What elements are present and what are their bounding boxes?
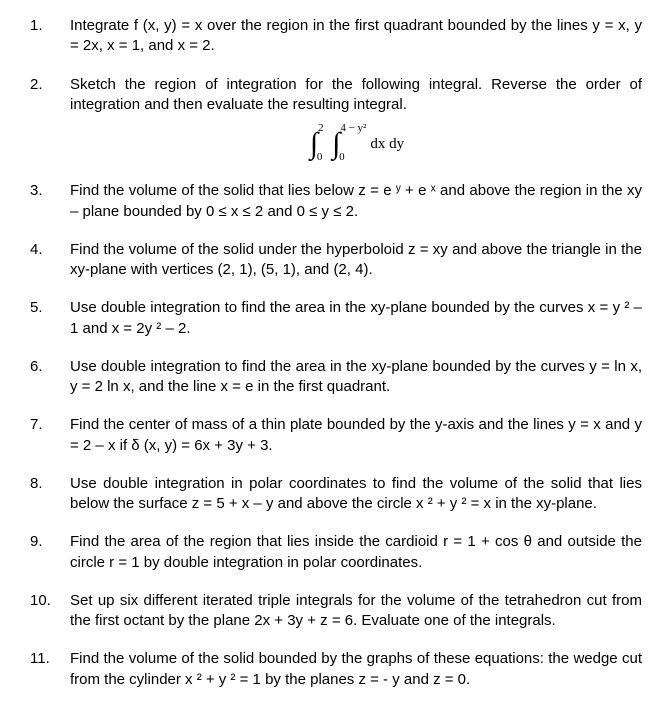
problem-number: 6. [28,357,70,398]
problem-text: Find the center of mass of a thin plate … [70,415,642,456]
problem-number: 11. [28,649,70,690]
problem-number: 1. [28,16,70,57]
problem-body: Find the volume of the solid under the h… [70,240,642,281]
integrand: dx dy [370,134,404,154]
problem-number: 4. [28,240,70,281]
problem-body: Find the area of the region that lies in… [70,532,642,573]
problem-text: Use double integration to find the area … [70,298,642,339]
problem-number: 3. [28,181,70,222]
problem-item: 11.Find the volume of the solid bounded … [28,649,642,690]
problem-body: Find the volume of the solid that lies b… [70,181,642,222]
problem-number: 9. [28,532,70,573]
problem-item: 9.Find the area of the region that lies … [28,532,642,573]
problem-number: 8. [28,474,70,515]
problem-item: 3.Find the volume of the solid that lies… [28,181,642,222]
problem-text: Integrate f (x, y) = x over the region i… [70,16,642,57]
problem-body: Use double integration in polar coordina… [70,474,642,515]
problem-text: Find the volume of the solid bounded by … [70,649,642,690]
problem-number: 10. [28,591,70,632]
problem-text: Use double integration in polar coordina… [70,474,642,515]
problem-body: Use double integration to find the area … [70,357,642,398]
outer-upper-limit: 2 [318,123,324,134]
problem-body: Sketch the region of integration for the… [70,75,642,164]
problem-body: Set up six different iterated triple int… [70,591,642,632]
problem-text: Use double integration to find the area … [70,357,642,398]
integral-expression: ∫20 ∫4 − y²0 dx dy [70,129,642,159]
inner-lower-limit: 0 [339,152,345,163]
problem-text: Sketch the region of integration for the… [70,75,642,116]
integral-icon: ∫20 [310,129,318,159]
problem-text: Set up six different iterated triple int… [70,591,642,632]
problem-body: Find the volume of the solid bounded by … [70,649,642,690]
problem-list: 1.Integrate f (x, y) = x over the region… [28,16,642,690]
problem-item: 8.Use double integration in polar coordi… [28,474,642,515]
problem-number: 2. [28,75,70,164]
outer-lower-limit: 0 [317,152,323,163]
problem-number: 5. [28,298,70,339]
problem-body: Use double integration to find the area … [70,298,642,339]
inner-upper-limit: 4 − y² [340,123,366,134]
problem-text: Find the volume of the solid under the h… [70,240,642,281]
problem-body: Integrate f (x, y) = x over the region i… [70,16,642,57]
problem-body: Find the center of mass of a thin plate … [70,415,642,456]
integral-icon: ∫4 − y²0 [332,129,340,159]
problem-item: 10.Set up six different iterated triple … [28,591,642,632]
problem-item: 6.Use double integration to find the are… [28,357,642,398]
problem-item: 2.Sketch the region of integration for t… [28,75,642,164]
problem-item: 1.Integrate f (x, y) = x over the region… [28,16,642,57]
problem-text: Find the volume of the solid that lies b… [70,181,642,222]
problem-text: Find the area of the region that lies in… [70,532,642,573]
problem-item: 5.Use double integration to find the are… [28,298,642,339]
problem-number: 7. [28,415,70,456]
problem-item: 7.Find the center of mass of a thin plat… [28,415,642,456]
problem-item: 4.Find the volume of the solid under the… [28,240,642,281]
